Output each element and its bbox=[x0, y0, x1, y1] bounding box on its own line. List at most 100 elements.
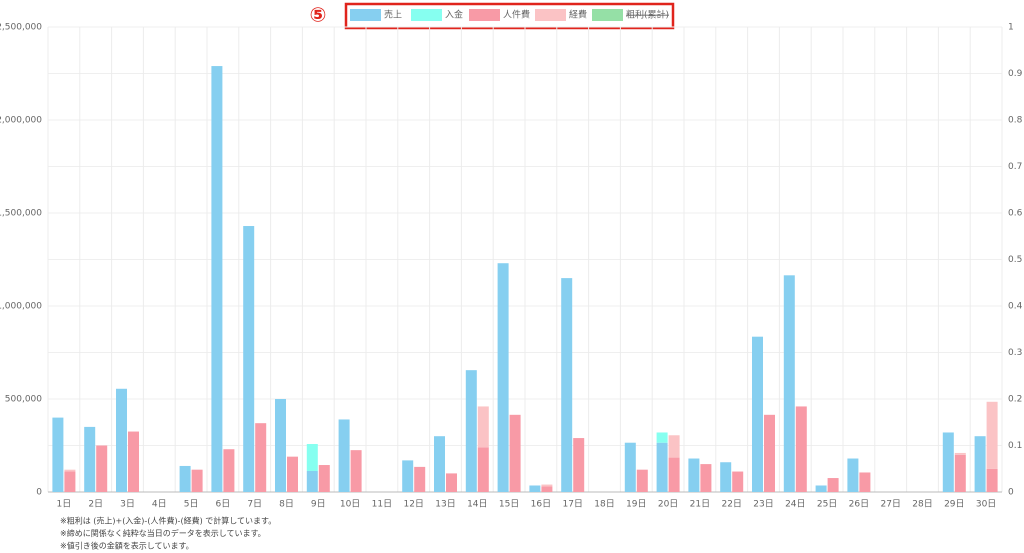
bar bbox=[434, 436, 445, 492]
x-tick-label: 11日 bbox=[372, 499, 392, 510]
y2-tick-label: 0.9 bbox=[1008, 69, 1023, 79]
x-tick-label: 17日 bbox=[562, 499, 582, 510]
footnote: ※値引き後の金額を表示しています。 bbox=[60, 541, 194, 551]
y2-tick-label: 0.8 bbox=[1008, 116, 1023, 126]
bar bbox=[974, 436, 986, 492]
y2-tick-label: 1 bbox=[1008, 23, 1014, 33]
bar bbox=[306, 444, 318, 471]
legend-label[interactable]: 人件費 bbox=[503, 9, 530, 21]
legend-swatch[interactable] bbox=[469, 9, 500, 21]
x-tick-label: 25日 bbox=[817, 499, 837, 510]
y2-tick-label: 0.1 bbox=[1008, 441, 1022, 451]
x-tick-label: 8日 bbox=[279, 499, 294, 510]
bar bbox=[465, 370, 477, 492]
bar bbox=[561, 278, 573, 492]
x-tick-label: 9日 bbox=[311, 499, 326, 510]
bar bbox=[986, 468, 998, 492]
x-tick-label: 4日 bbox=[152, 499, 167, 510]
y2-tick-label: 0 bbox=[1008, 488, 1014, 498]
bar bbox=[243, 226, 255, 492]
bar bbox=[656, 442, 668, 492]
bar bbox=[318, 465, 330, 492]
bar bbox=[827, 478, 839, 492]
x-tick-label: 29日 bbox=[944, 499, 964, 510]
y-tick-label: 500,000 bbox=[5, 395, 42, 405]
bar bbox=[783, 275, 795, 492]
legend-label[interactable]: 入金 bbox=[445, 9, 463, 21]
bar bbox=[688, 458, 700, 492]
bar bbox=[954, 452, 966, 455]
y-tick-label: 1,500,000 bbox=[0, 209, 42, 219]
x-tick-label: 24日 bbox=[785, 499, 805, 510]
bar bbox=[636, 469, 648, 492]
bar bbox=[179, 465, 191, 492]
x-tick-label: 15日 bbox=[499, 499, 519, 510]
x-tick-label: 21日 bbox=[690, 499, 710, 510]
legend-swatch[interactable] bbox=[535, 9, 566, 21]
highlight-box bbox=[344, 2, 675, 30]
bar bbox=[986, 401, 998, 469]
legend-swatch[interactable] bbox=[350, 9, 381, 21]
bar bbox=[847, 458, 859, 492]
x-tick-label: 26日 bbox=[849, 499, 869, 510]
x-tick-label: 20日 bbox=[658, 499, 678, 510]
y2-tick-label: 0.4 bbox=[1008, 302, 1023, 312]
bar bbox=[942, 432, 954, 492]
y-tick-label: 2,000,000 bbox=[0, 116, 42, 126]
legend-swatch[interactable] bbox=[411, 9, 442, 21]
y2-tick-label: 0.7 bbox=[1008, 162, 1022, 172]
bar bbox=[497, 263, 509, 492]
x-tick-label: 3日 bbox=[120, 499, 135, 510]
footnote: ※粗利は (売上)+(入金)-(人件費)-(経費) で計算しています。 bbox=[60, 516, 276, 526]
bar bbox=[541, 484, 553, 487]
bar bbox=[306, 470, 318, 492]
x-tick-label: 23日 bbox=[753, 499, 773, 510]
bar bbox=[954, 454, 966, 492]
legend-label[interactable]: 粗利(累計) bbox=[626, 9, 669, 21]
bar bbox=[477, 447, 489, 492]
bar bbox=[815, 485, 827, 492]
x-tick-label: 22日 bbox=[721, 499, 741, 510]
bar bbox=[64, 469, 76, 472]
bar bbox=[795, 406, 807, 492]
bar bbox=[764, 414, 775, 492]
x-tick-label: 30日 bbox=[976, 499, 996, 510]
annotation: ⑤ bbox=[310, 3, 327, 27]
bar bbox=[287, 456, 298, 492]
x-tick-label: 5日 bbox=[184, 499, 199, 510]
bar bbox=[668, 457, 680, 492]
bar bbox=[529, 485, 541, 492]
legend-label[interactable]: 経費 bbox=[569, 9, 587, 21]
bar bbox=[752, 336, 763, 492]
legend-swatch[interactable] bbox=[592, 9, 623, 21]
bar bbox=[541, 486, 553, 492]
footnote: ※締めに関係なく純粋な当日のデータを表示しています。 bbox=[60, 528, 266, 538]
bar bbox=[732, 471, 744, 492]
x-tick-label: 6日 bbox=[216, 499, 231, 510]
x-tick-label: 13日 bbox=[435, 499, 455, 510]
bar bbox=[64, 471, 76, 492]
y2-tick-label: 0.3 bbox=[1008, 348, 1022, 358]
y2-tick-label: 0.5 bbox=[1008, 255, 1022, 265]
legend-label[interactable]: 売上 bbox=[384, 9, 402, 21]
x-tick-label: 10日 bbox=[340, 499, 360, 510]
y2-tick-label: 0.6 bbox=[1008, 209, 1023, 219]
bar bbox=[338, 419, 350, 492]
bar bbox=[446, 473, 457, 492]
bar bbox=[211, 66, 223, 492]
bar bbox=[720, 462, 732, 492]
y-tick-label: 2,500,000 bbox=[0, 23, 42, 33]
y-tick-label: 0 bbox=[36, 488, 42, 498]
x-tick-label: 1日 bbox=[57, 499, 72, 510]
bar bbox=[700, 464, 712, 492]
bar bbox=[656, 432, 668, 443]
bar bbox=[116, 388, 127, 492]
x-tick-label: 7日 bbox=[247, 499, 262, 510]
x-tick-label: 19日 bbox=[626, 499, 646, 510]
bar bbox=[573, 438, 585, 492]
x-tick-label: 28日 bbox=[912, 499, 932, 510]
y2-tick-label: 0.2 bbox=[1008, 395, 1022, 405]
bar bbox=[624, 442, 636, 492]
bar bbox=[96, 445, 108, 492]
bar bbox=[350, 450, 362, 492]
